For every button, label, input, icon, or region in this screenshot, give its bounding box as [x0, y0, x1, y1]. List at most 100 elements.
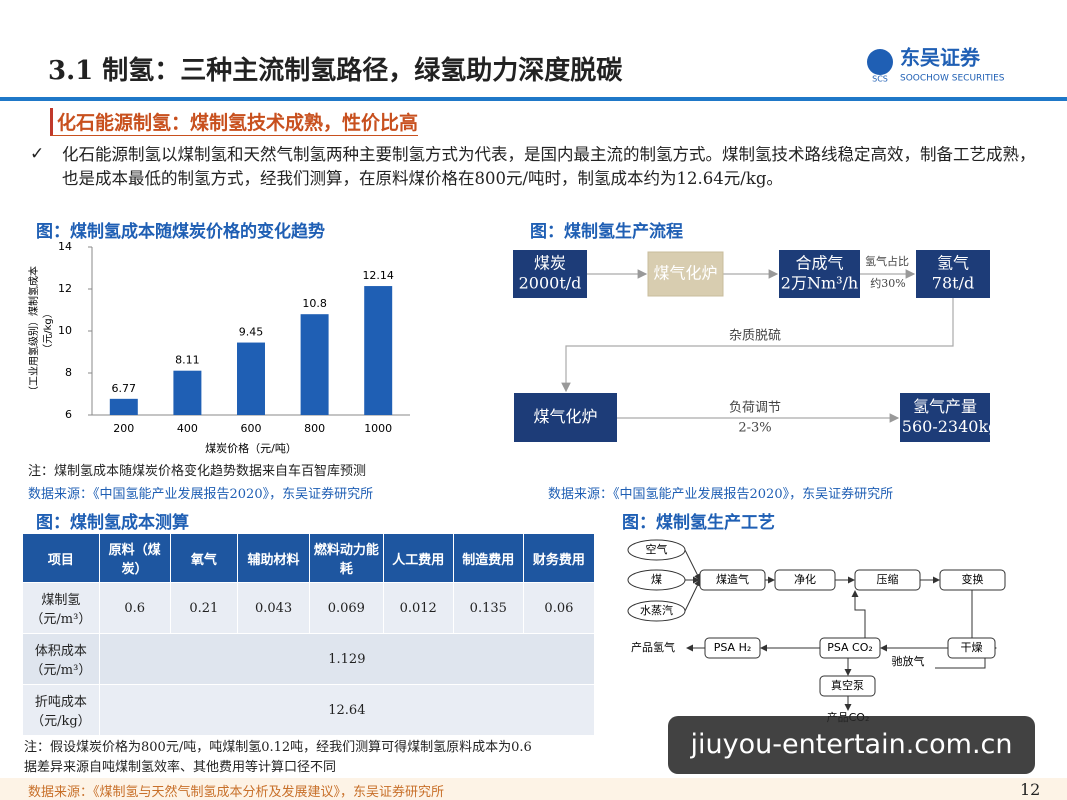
process-label: 驰放气	[892, 654, 925, 668]
process-node-label: 变换	[962, 572, 984, 586]
process-node-label: 真空泵	[831, 678, 864, 692]
watermark: jiuyou-entertain.com.cn	[668, 716, 1035, 774]
data-label: 12.14	[362, 269, 394, 282]
flow-node	[916, 250, 990, 298]
table-header-cell: 财务费用	[522, 533, 596, 583]
table-cell: 1.129	[98, 633, 596, 685]
chart-note: 注：煤制氢成本随煤炭价格变化趋势数据来自车百智库预测	[28, 464, 367, 479]
bar	[109, 398, 138, 415]
y-tick-label: 8	[65, 366, 72, 379]
process-node-label: 干燥	[961, 641, 983, 654]
header: 3.1 制氢：三种主流制氢路径，绿氢助力深度脱碳 SCS 东吴证券 SOOCHO…	[0, 0, 1067, 101]
flow-node-label: 78t/d	[932, 274, 974, 293]
table-cell: 0.6	[98, 582, 171, 634]
y-axis-label: （工业用氢级别）煤制氢成本	[27, 266, 40, 396]
flow-node-label: 氢气	[937, 254, 969, 273]
table-cell: 折吨成本（元/kg）	[22, 684, 100, 736]
data-label: 6.77	[112, 382, 137, 395]
data-label: 10.8	[302, 297, 327, 310]
x-axis-label: 煤炭价格（元/吨）	[205, 441, 297, 455]
footer-note-line: 注：假设煤炭价格为800元/吨，吨煤制氢0.12吨，经我们测算可得煤制氢原料成本…	[24, 740, 532, 755]
y-tick-label: 6	[65, 408, 72, 421]
x-tick-label: 400	[177, 422, 198, 435]
cost-table: 项目 原料（煤炭） 氧气 辅助材料 燃料动力能耗 人工费用 制造费用 财务费用 煤制氢（元/m³…	[22, 533, 596, 736]
header-rule	[0, 97, 1067, 101]
process-node-label: 空气	[646, 542, 668, 556]
bar	[237, 342, 265, 415]
footer-note-line: 据差异来源自吨煤制氢效率、其他费用等计算口径不同	[24, 760, 337, 775]
flow-node	[779, 250, 860, 298]
process-node-label: 净化	[794, 572, 816, 586]
flow-node	[900, 393, 990, 442]
table-header-cell: 项目	[22, 533, 100, 583]
flow-edge-label: 约30%	[870, 277, 905, 290]
flow-node	[514, 393, 617, 442]
process-node-label: PSA H₂	[714, 641, 752, 654]
table-cell: 0.135	[452, 582, 524, 634]
process-node	[939, 569, 1006, 591]
process-node-label: 压缩	[877, 573, 899, 586]
section-title: 化石能源制氢：煤制氢技术成熟，性价比高	[50, 108, 419, 136]
check-icon: ✓	[30, 144, 45, 164]
table-cell: 0.043	[237, 582, 310, 634]
chart-title: 图：煤制氢成本随煤炭价格的变化趋势	[36, 222, 325, 242]
bullet-text: 化石能源制氢以煤制氢和天然气制氢两种主要制氢方式为代表，是国内最主流的制氢方式。…	[62, 145, 1036, 188]
flow-edge-label: 杂质脱硫	[729, 329, 781, 344]
table-row: 体积成本（元/m³） 1.129	[22, 633, 596, 685]
process-node	[627, 569, 686, 591]
logo-cn: 东吴证券	[900, 46, 981, 70]
page-number: 12	[1020, 780, 1041, 799]
table-cell: 体积成本（元/m³）	[22, 633, 100, 685]
bar-chart: 6 8 10 12 14 （工业用氢级别）煤制氢成本 （元/kg） 煤炭价格（元/吨） 200 6…	[27, 240, 410, 455]
process-node	[819, 675, 876, 697]
flow-node-label: 合成气	[795, 254, 843, 273]
y-tick-label: 14	[58, 240, 72, 253]
logo-mark: SCS	[872, 75, 888, 84]
flow-edge-label: 氢气占比	[865, 254, 909, 268]
process-node	[627, 539, 686, 561]
table-cell: 0.06	[522, 582, 596, 634]
flow-node-label: 2万Nm³/h	[781, 274, 858, 293]
flow-title: 图：煤制氢生产流程	[530, 222, 683, 242]
table-header-cell: 辅助材料	[237, 533, 310, 583]
process-title: 图：煤制氢生产工艺	[622, 513, 775, 533]
flow-node-label: 1560-2340kg	[892, 417, 999, 436]
flow-node-label: 煤气化炉	[653, 264, 717, 283]
table-cell: 煤制氢（元/m³）	[22, 582, 100, 634]
table-title: 图：煤制氢成本测算	[36, 513, 189, 533]
table-header-cell: 氧气	[169, 533, 239, 583]
footer-note: 注：假设煤炭价格为800元/吨，吨煤制氢0.12吨，经我们测算可得煤制氢原料成本…	[24, 738, 532, 778]
flow-arrows	[561, 269, 954, 423]
flow-edge-label: 负荷调节	[729, 401, 781, 416]
bar	[364, 286, 393, 415]
table-header-cell: 人工费用	[382, 533, 454, 583]
process-node	[854, 569, 921, 591]
logo-icon	[867, 49, 893, 75]
table-cell: 0.012	[382, 582, 454, 634]
y-tick-label: 12	[58, 282, 72, 295]
y-axis-label: （元/kg）	[42, 308, 54, 354]
flow-source: 数据来源：《中国氢能产业发展报告2020》，东吴证券研究所	[548, 487, 894, 502]
process-node	[774, 569, 836, 591]
table-header-cell: 原料（煤炭）	[98, 533, 171, 583]
table-header-cell: 燃料动力能耗	[308, 533, 384, 583]
x-tick-label: 200	[113, 422, 134, 435]
flow-node	[513, 250, 587, 298]
table-cell: 0.069	[308, 582, 384, 634]
process-node	[699, 569, 766, 591]
data-label: 9.45	[239, 326, 264, 339]
flow-node-label: 煤炭	[534, 254, 566, 273]
footer-source: 数据来源：《煤制氢与天然气制氢成本分析及发展建议》，东吴证券研究所	[28, 785, 445, 800]
process-node-label: PSA CO₂	[827, 641, 873, 654]
page-title: 3.1 制氢：三种主流制氢路径，绿氢助力深度脱碳	[48, 56, 623, 86]
flow-node	[647, 251, 724, 297]
x-tick-label: 600	[241, 422, 262, 435]
bar	[173, 370, 202, 415]
table-cell: 0.21	[169, 582, 239, 634]
flow-node-label: 氢气产量	[913, 397, 977, 416]
process-node	[704, 637, 761, 659]
process-node	[627, 600, 686, 622]
chart-source: 数据来源：《中国氢能产业发展报告2020》，东吴证券研究所	[28, 487, 374, 502]
